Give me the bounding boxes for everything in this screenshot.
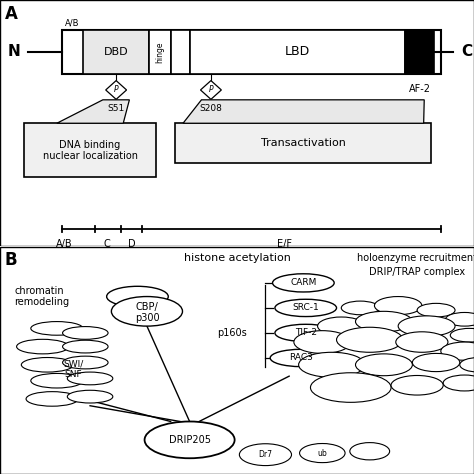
Ellipse shape <box>67 390 113 403</box>
Ellipse shape <box>63 327 108 339</box>
Text: DBD: DBD <box>104 47 128 57</box>
Polygon shape <box>183 100 424 123</box>
Text: RAC3: RAC3 <box>289 354 313 363</box>
Text: S208: S208 <box>200 104 222 113</box>
Ellipse shape <box>356 311 412 332</box>
Text: P: P <box>114 85 118 94</box>
Text: hinge: hinge <box>155 41 164 63</box>
Polygon shape <box>106 81 127 100</box>
Text: Transactivation: Transactivation <box>261 138 346 148</box>
Text: DNA binding
nuclear localization: DNA binding nuclear localization <box>43 139 137 161</box>
Text: CARM: CARM <box>290 278 317 287</box>
Ellipse shape <box>145 421 235 458</box>
Polygon shape <box>57 100 129 123</box>
Text: DRIP/TRAP complex: DRIP/TRAP complex <box>369 267 465 277</box>
Ellipse shape <box>396 332 448 352</box>
Ellipse shape <box>337 327 403 352</box>
Ellipse shape <box>17 339 69 354</box>
Bar <box>83 29 149 74</box>
Text: E/F: E/F <box>277 239 292 249</box>
Ellipse shape <box>350 443 390 460</box>
Ellipse shape <box>21 357 73 372</box>
Ellipse shape <box>441 342 474 360</box>
Ellipse shape <box>412 354 460 372</box>
Text: chromatin
remodeling: chromatin remodeling <box>14 286 69 307</box>
Text: SRC-1: SRC-1 <box>292 303 319 312</box>
Ellipse shape <box>294 331 351 354</box>
Ellipse shape <box>391 375 443 395</box>
Text: C: C <box>103 239 110 249</box>
Bar <box>175 123 431 163</box>
Ellipse shape <box>300 444 345 463</box>
Ellipse shape <box>31 374 83 388</box>
Ellipse shape <box>341 301 379 315</box>
Text: A/B: A/B <box>55 239 73 249</box>
Ellipse shape <box>26 392 78 406</box>
Ellipse shape <box>273 274 334 292</box>
Text: p160s: p160s <box>217 328 246 338</box>
Bar <box>62 29 441 74</box>
Text: TIF-2: TIF-2 <box>295 328 317 337</box>
Text: A/B: A/B <box>65 18 80 27</box>
Ellipse shape <box>310 373 391 402</box>
Ellipse shape <box>111 297 182 326</box>
Text: Dr7: Dr7 <box>258 450 273 459</box>
Text: DRIP205: DRIP205 <box>169 435 210 445</box>
Text: N: N <box>8 44 20 59</box>
Text: LBD: LBD <box>285 45 310 58</box>
Ellipse shape <box>318 317 365 335</box>
Text: AF-2: AF-2 <box>409 84 430 94</box>
Ellipse shape <box>270 349 332 366</box>
Text: holoenzyme recruitment: holoenzyme recruitment <box>357 253 474 263</box>
Ellipse shape <box>374 297 422 315</box>
Ellipse shape <box>446 312 474 326</box>
Polygon shape <box>201 81 221 100</box>
Text: histone acetylation: histone acetylation <box>183 253 291 263</box>
Bar <box>405 29 434 74</box>
Ellipse shape <box>450 328 474 342</box>
Text: P: P <box>209 85 213 94</box>
Ellipse shape <box>107 286 168 307</box>
Ellipse shape <box>63 356 108 369</box>
Ellipse shape <box>417 303 455 317</box>
Bar <box>24 123 156 177</box>
Text: S51: S51 <box>108 104 125 113</box>
Ellipse shape <box>67 372 113 385</box>
Text: ub: ub <box>318 448 327 457</box>
Ellipse shape <box>299 352 365 377</box>
Ellipse shape <box>63 340 108 353</box>
Ellipse shape <box>239 444 292 465</box>
Text: C: C <box>461 44 473 59</box>
Bar <box>171 29 190 74</box>
Ellipse shape <box>460 357 474 372</box>
Bar <box>149 29 171 74</box>
Bar <box>190 29 405 74</box>
Text: B: B <box>5 251 18 269</box>
Ellipse shape <box>275 299 337 317</box>
Ellipse shape <box>31 321 83 335</box>
Ellipse shape <box>275 324 337 342</box>
Ellipse shape <box>356 354 412 376</box>
Text: CBP/
p300: CBP/ p300 <box>135 301 159 323</box>
Ellipse shape <box>443 375 474 391</box>
Text: SWI/
SNF: SWI/ SNF <box>64 360 83 379</box>
Text: A: A <box>5 5 18 23</box>
Ellipse shape <box>398 316 455 337</box>
Text: D: D <box>128 239 136 249</box>
